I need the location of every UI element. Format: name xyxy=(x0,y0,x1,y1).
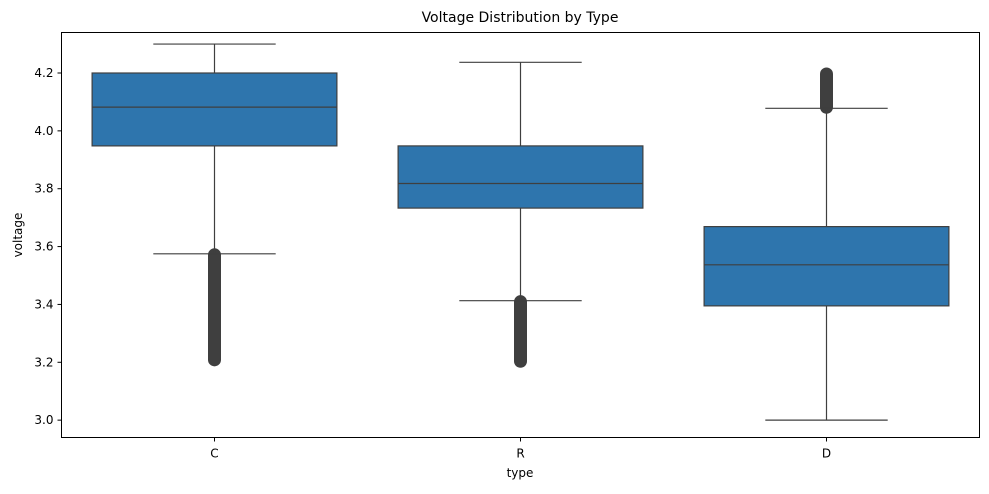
outlier-points xyxy=(514,295,527,368)
box-group-D xyxy=(703,67,950,421)
outlier-points xyxy=(820,67,833,114)
y-tick-label: 4.0 xyxy=(34,124,53,138)
y-tick-label: 3.8 xyxy=(34,182,53,196)
x-axis-label: type xyxy=(507,466,534,480)
x-tick-label: C xyxy=(210,447,218,461)
y-axis-label: voltage xyxy=(11,213,25,258)
chart-title: Voltage Distribution by Type xyxy=(422,10,619,26)
box-iqr xyxy=(91,72,338,147)
x-tick-label: D xyxy=(822,447,831,461)
y-tick-label: 3.4 xyxy=(34,297,53,311)
y-tick-label: 4.2 xyxy=(34,66,53,80)
box-iqr xyxy=(397,145,644,209)
x-tick-label: R xyxy=(516,447,524,461)
boxes-layer xyxy=(91,43,950,421)
box-iqr xyxy=(703,226,950,307)
y-tick-label: 3.2 xyxy=(34,355,53,369)
box-group-R xyxy=(397,61,644,368)
y-axis: 3.0 3.2 3.4 3.6 3.8 4.0 4.2 xyxy=(34,66,62,427)
outlier-points xyxy=(208,248,221,367)
y-tick-label: 3.6 xyxy=(34,240,53,254)
box-group-C xyxy=(91,43,338,367)
y-tick-label: 3.0 xyxy=(34,413,53,427)
